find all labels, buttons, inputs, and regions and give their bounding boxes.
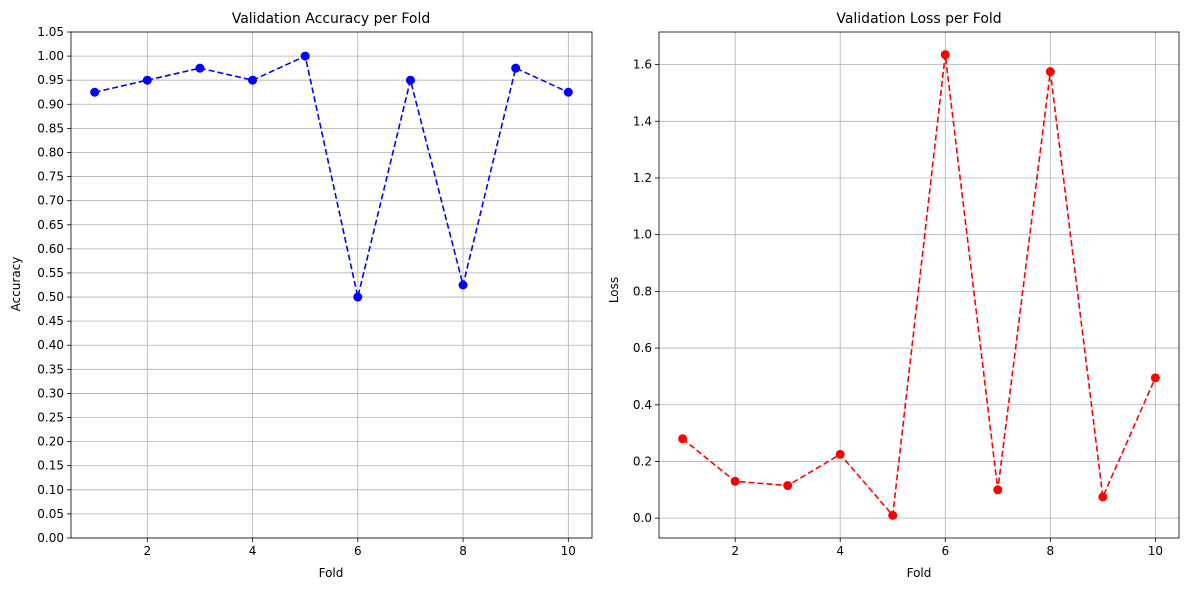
accuracy-y-tick-label: 0.15 <box>37 459 64 473</box>
accuracy-y-tick-label: 0.20 <box>37 435 64 449</box>
accuracy-data-point <box>353 292 363 302</box>
loss-data-point <box>1150 373 1160 383</box>
loss-data-point <box>1045 67 1055 77</box>
accuracy-data-point <box>563 87 573 97</box>
accuracy-x-tick-label: 8 <box>459 544 467 558</box>
loss-data-point <box>1098 492 1108 502</box>
accuracy-y-tick-label: 0.55 <box>37 266 64 280</box>
accuracy-x-tick-label: 6 <box>354 544 362 558</box>
loss-chart-title: Validation Loss per Fold <box>836 11 1001 27</box>
accuracy-data-point <box>511 63 521 73</box>
accuracy-chart: Validation Accuracy per Fold Fold Accura… <box>9 11 593 580</box>
accuracy-data-point <box>405 75 415 85</box>
loss-x-tick-label: 2 <box>731 544 739 558</box>
loss-y-tick-label: 0.0 <box>633 511 652 525</box>
loss-x-tick-label: 6 <box>941 544 949 558</box>
accuracy-y-tick-label: 0.85 <box>37 121 64 135</box>
accuracy-x-tick-label: 2 <box>143 544 151 558</box>
accuracy-y-tick-label: 0.05 <box>37 507 64 521</box>
accuracy-data-point <box>300 51 310 61</box>
loss-y-tick-label: 0.6 <box>633 341 652 355</box>
accuracy-data-point <box>458 280 468 290</box>
loss-ticks: 2 4 6 8 10 0.0 0.2 0.4 0.6 0.8 1.0 1.2 1.4 1.6 <box>633 58 1163 558</box>
accuracy-data-point <box>195 63 205 73</box>
accuracy-data-point <box>90 87 100 97</box>
loss-data-point <box>993 485 1003 495</box>
loss-y-tick-label: 1.6 <box>633 58 652 72</box>
loss-data-point <box>835 449 845 459</box>
accuracy-y-tick-label: 0.50 <box>37 290 64 304</box>
accuracy-y-tick-label: 0.60 <box>37 242 64 256</box>
accuracy-data-point <box>142 75 152 85</box>
accuracy-plot-frame <box>70 31 593 539</box>
loss-y-tick-label: 0.4 <box>633 398 652 412</box>
loss-x-tick-label: 10 <box>1148 544 1163 558</box>
loss-data-point <box>783 481 793 491</box>
loss-data-point <box>888 510 898 520</box>
accuracy-y-tick-label: 0.95 <box>37 73 64 87</box>
loss-y-tick-label: 1.2 <box>633 171 652 185</box>
loss-y-tick-label: 1.0 <box>633 228 652 242</box>
accuracy-y-tick-label: 0.35 <box>37 362 64 376</box>
accuracy-grid <box>71 31 592 539</box>
accuracy-y-tick-label: 0.30 <box>37 386 64 400</box>
loss-y-axis-label: Loss <box>607 277 621 303</box>
accuracy-y-tick-label: 0.40 <box>37 338 64 352</box>
loss-data-point <box>678 434 688 444</box>
accuracy-data-point <box>248 75 258 85</box>
loss-grid <box>659 32 1179 538</box>
accuracy-ticks: 2 4 6 8 10 0.00 0.05 0.10 0.15 0.20 0.25 0.30 0.35 0.… <box>37 25 576 558</box>
accuracy-y-tick-label: 0.70 <box>37 194 64 208</box>
accuracy-y-tick-label: 0.65 <box>37 218 64 232</box>
loss-x-tick-label: 8 <box>1046 544 1054 558</box>
accuracy-y-tick-label: 0.10 <box>37 483 64 497</box>
accuracy-y-tick-label: 0.45 <box>37 314 64 328</box>
accuracy-x-tick-label: 4 <box>249 544 257 558</box>
accuracy-y-tick-label: 0.25 <box>37 411 64 425</box>
accuracy-x-axis-label: Fold <box>319 566 344 580</box>
accuracy-y-tick-label: 0.75 <box>37 170 64 184</box>
accuracy-y-tick-label: 0.90 <box>37 97 64 111</box>
loss-chart: Validation Loss per Fold Fold Loss 2 4 6 8 1… <box>607 11 1180 580</box>
loss-x-axis-label: Fold <box>907 566 932 580</box>
accuracy-y-tick-label: 1.00 <box>37 49 64 63</box>
loss-plot-frame <box>658 31 1180 539</box>
loss-series-line <box>682 54 1157 518</box>
loss-data-point <box>730 476 740 486</box>
accuracy-series-line <box>94 54 569 298</box>
loss-data-point <box>940 50 950 60</box>
accuracy-x-tick-label: 10 <box>561 544 576 558</box>
loss-x-tick-label: 4 <box>836 544 844 558</box>
accuracy-chart-title: Validation Accuracy per Fold <box>232 11 431 27</box>
loss-y-tick-label: 1.4 <box>633 114 652 128</box>
loss-y-tick-label: 0.8 <box>633 284 652 298</box>
accuracy-y-tick-label: 1.05 <box>37 25 64 39</box>
accuracy-y-tick-label: 0.00 <box>37 531 64 545</box>
accuracy-y-axis-label: Accuracy <box>9 257 23 312</box>
loss-y-tick-label: 0.2 <box>633 454 652 468</box>
accuracy-y-tick-label: 0.80 <box>37 145 64 159</box>
